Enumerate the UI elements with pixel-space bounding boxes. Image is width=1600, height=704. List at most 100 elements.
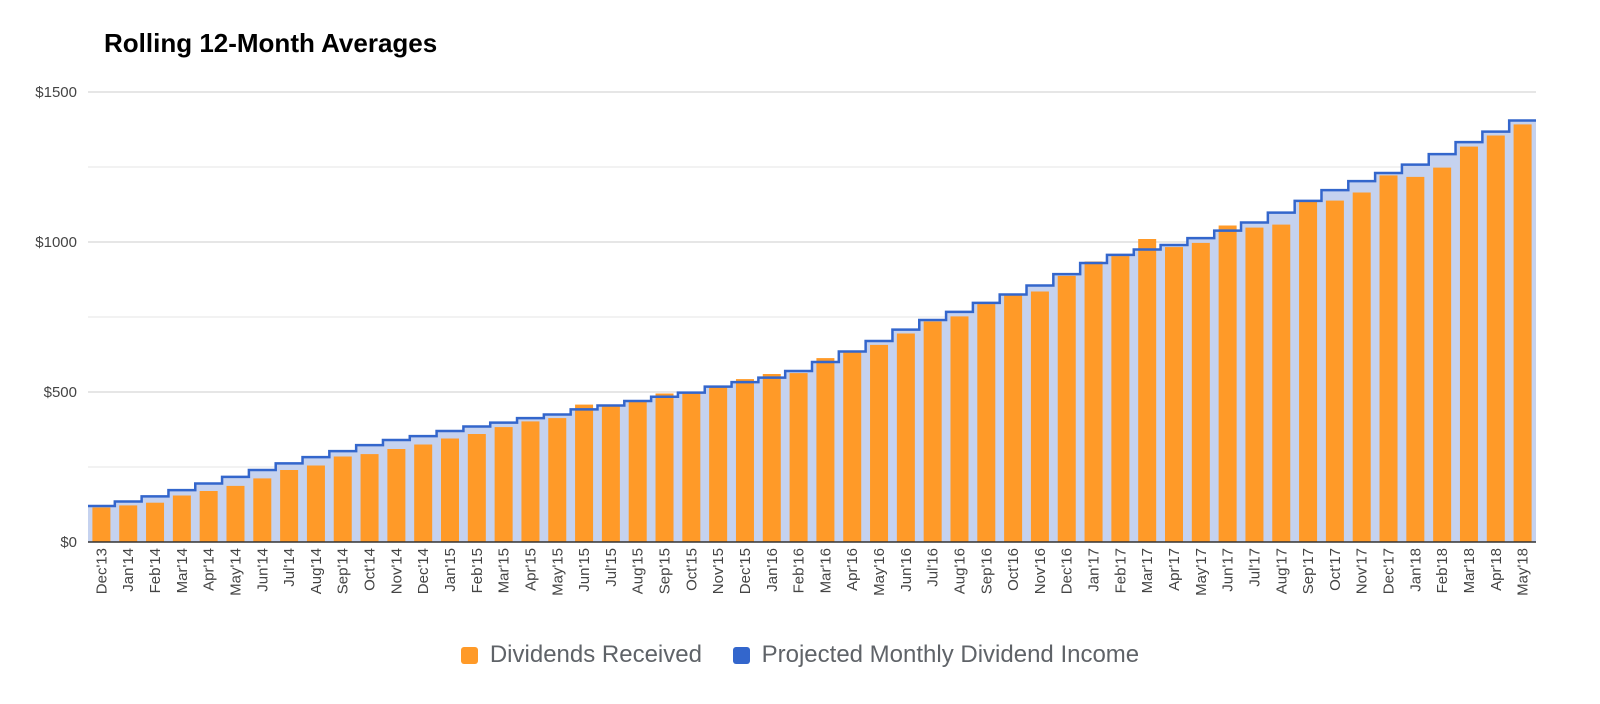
dividend-bar: [816, 358, 835, 542]
dividend-bar: [628, 401, 647, 542]
dividend-bar: [1379, 175, 1398, 542]
dividend-bar: [146, 502, 165, 542]
dividend-bar: [1138, 239, 1157, 542]
x-tick-label: Jan'18: [1407, 548, 1424, 592]
x-tick-label: Feb'15: [469, 548, 486, 593]
chart-title: Rolling 12-Month Averages: [104, 28, 438, 58]
y-axis-labels: $0 $500 $1000 $1500: [35, 84, 77, 551]
x-tick-label: May'16: [871, 548, 888, 596]
dividend-bar: [682, 393, 701, 542]
dividend-bar: [1245, 227, 1264, 542]
dividend-bar: [762, 374, 781, 542]
dividend-bar: [1352, 192, 1371, 542]
x-tick-label: Oct'15: [683, 548, 700, 591]
x-tick-label: Jun'16: [898, 548, 915, 592]
x-tick-label: Dec'13: [93, 548, 110, 594]
x-axis-labels: Dec'13 Jan'14 Feb'14 Mar'14 Apr'14 May'14 Jun'…: [93, 548, 1531, 596]
dividend-bar: [333, 456, 352, 542]
legend-label: Projected Monthly Dividend Income: [761, 640, 1140, 668]
x-tick-label: May'15: [549, 548, 566, 596]
x-tick-label: Jan'17: [1086, 548, 1103, 592]
x-tick-label: Aug'17: [1273, 548, 1290, 594]
x-tick-label: Jul'16: [925, 548, 942, 587]
dividend-bar: [1030, 291, 1049, 542]
x-tick-label: Jul'14: [281, 548, 298, 587]
x-tick-label: Sep'15: [657, 548, 674, 594]
x-tick-label: Oct'16: [1005, 548, 1022, 591]
dividend-bar: [1486, 135, 1505, 542]
dividend-bar: [655, 393, 674, 542]
x-tick-label: Nov'14: [388, 548, 405, 594]
dividend-bar: [977, 304, 996, 542]
x-tick-label: Sep'17: [1300, 548, 1317, 594]
legend-item-projected-income[interactable]: Projected Monthly Dividend Income: [732, 640, 1140, 669]
x-tick-label: Jul'15: [603, 548, 620, 587]
dividend-bar: [441, 438, 459, 542]
legend-swatch-orange: [460, 646, 478, 664]
dividend-bar: [1191, 242, 1210, 542]
x-tick-label: May'18: [1515, 548, 1532, 596]
x-tick-label: Mar'14: [174, 548, 191, 593]
dividend-bar: [119, 505, 138, 542]
dividend-bar: [253, 478, 272, 542]
legend-item-dividends-received[interactable]: Dividends Received: [460, 641, 702, 669]
dividend-bar: [709, 387, 728, 542]
dividend-bar: [1406, 176, 1425, 542]
x-tick-label: Oct'14: [362, 548, 379, 591]
projected-income-fill: [88, 120, 1536, 542]
dividend-bar: [923, 321, 942, 542]
dividend-bar: [1057, 275, 1076, 542]
dividend-bar: [414, 444, 433, 542]
dividend-bar: [1433, 167, 1452, 542]
x-tick-label: Jan'16: [764, 548, 781, 592]
legend: Dividends Received Projected Monthly Div…: [0, 640, 1600, 669]
x-tick-label: Apr'18: [1488, 548, 1505, 591]
x-tick-label: Apr'14: [201, 548, 218, 591]
x-tick-label: Feb'18: [1434, 548, 1451, 593]
dividend-bar: [601, 405, 620, 542]
x-tick-label: Dec'15: [737, 548, 754, 594]
dividend-bar: [896, 333, 915, 542]
dividend-bar: [306, 465, 325, 542]
x-tick-label: Nov'17: [1354, 548, 1371, 594]
projected-income-step-line: [88, 119, 1536, 508]
dividend-bar: [280, 470, 299, 542]
dividend-bars: [92, 124, 1532, 543]
dividend-bar: [1084, 261, 1103, 542]
y-tick-label: $500: [44, 384, 77, 401]
dividend-bar: [467, 434, 486, 542]
x-tick-label: Mar'15: [496, 548, 513, 593]
dividend-bar: [1459, 146, 1478, 542]
x-tick-label: Apr'17: [1166, 548, 1183, 591]
dividend-bar: [843, 352, 862, 542]
x-tick-label: Nov'16: [1032, 548, 1049, 594]
dividend-bar: [735, 379, 754, 542]
x-tick-label: Nov'15: [710, 548, 727, 594]
x-tick-label: Dec'14: [415, 548, 432, 594]
dividend-bar: [521, 421, 540, 542]
projected-income-line: [88, 119, 1536, 508]
dividend-bar: [360, 454, 379, 542]
dividend-bar: [226, 485, 245, 542]
dividend-bar: [950, 316, 969, 542]
x-tick-label: Mar'18: [1461, 548, 1478, 593]
x-tick-label: Jun'14: [254, 548, 271, 592]
x-tick-label: Jan'14: [120, 548, 137, 592]
x-tick-label: Aug'15: [630, 548, 647, 594]
dividend-bar: [1111, 256, 1130, 542]
dividend-bar: [1325, 200, 1344, 542]
dividend-bar: [172, 495, 191, 542]
x-tick-label: Jun'15: [576, 548, 593, 592]
y-tick-label: $0: [60, 534, 77, 551]
y-tick-label: $1500: [35, 84, 77, 101]
x-tick-label: May'14: [227, 548, 244, 596]
x-tick-label: Feb'17: [1112, 548, 1129, 593]
x-tick-label: Jun'17: [1220, 548, 1237, 592]
x-tick-label: May'17: [1193, 548, 1210, 596]
x-tick-label: Sep'14: [335, 548, 352, 594]
x-tick-label: Aug'16: [951, 548, 968, 594]
x-tick-label: Oct'17: [1327, 548, 1344, 591]
x-tick-label: Mar'16: [817, 548, 834, 593]
x-tick-label: Feb'16: [791, 548, 808, 593]
